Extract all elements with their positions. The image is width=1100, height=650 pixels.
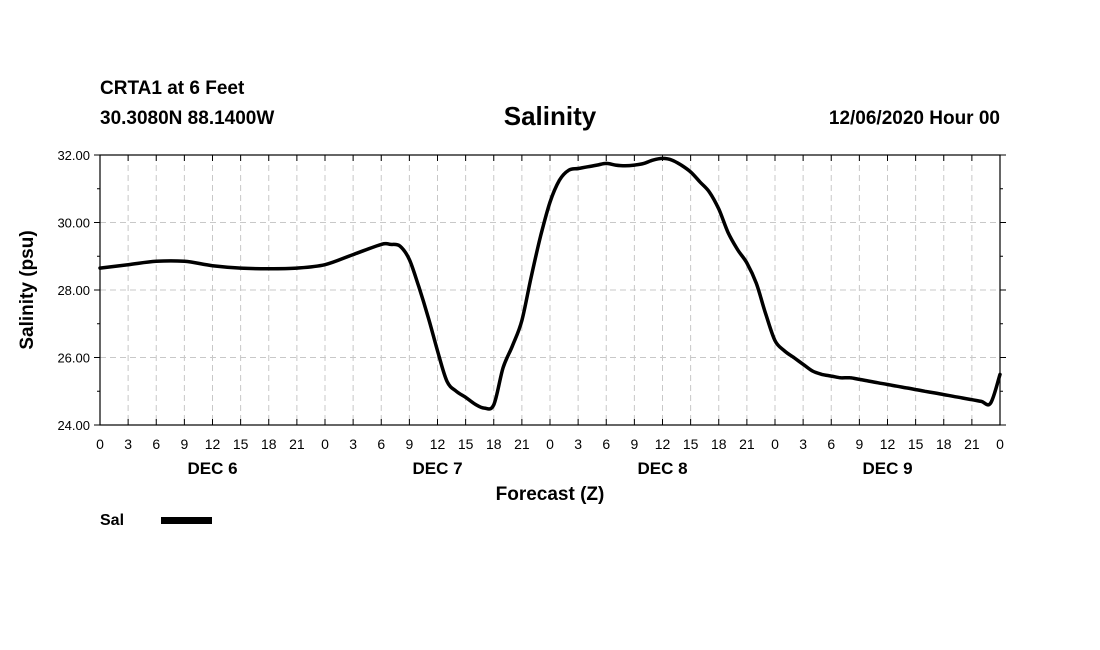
x-tick-label: 6 (152, 436, 160, 452)
legend-swatch (161, 517, 212, 524)
station-label: CRTA1 at 6 Feet (100, 78, 245, 99)
series-line-sal (98, 156, 1002, 411)
x-tick-label: 21 (514, 436, 530, 452)
y-axis-label: Salinity (psu) (17, 230, 38, 349)
x-tick-label: 12 (205, 436, 221, 452)
series-lines (98, 156, 1002, 411)
x-tick-label: 12 (430, 436, 446, 452)
axis-ticks (94, 154, 1006, 426)
y-tick-label: 24.00 (57, 418, 90, 433)
coordinates-label: 30.3080N 88.1400W (100, 108, 274, 129)
x-tick-label: 9 (180, 436, 188, 452)
x-tick-label: 9 (855, 436, 863, 452)
day-label: DEC 9 (862, 459, 912, 478)
x-tick-label: 18 (711, 436, 727, 452)
chart-title: Salinity (504, 101, 597, 131)
x-tick-label: 9 (405, 436, 413, 452)
y-tick-labels: 24.00 26.00 28.00 30.00 32.00 (57, 148, 90, 433)
day-label: DEC 7 (412, 459, 462, 478)
x-tick-label: 6 (827, 436, 835, 452)
day-labels: DEC 6 DEC 7 DEC 8 DEC 9 (187, 459, 912, 478)
x-tick-label: 3 (124, 436, 132, 452)
x-tick-label: 15 (683, 436, 699, 452)
plot-frame (99, 154, 1001, 426)
y-tick-label: 28.00 (57, 283, 90, 298)
forecast-date-label: 12/06/2020 Hour 00 (829, 108, 1000, 129)
legend-label: Sal (100, 512, 124, 529)
legend: Sal (100, 512, 212, 529)
x-tick-label: 18 (486, 436, 502, 452)
grid-lines (100, 155, 1000, 425)
x-tick-label: 21 (964, 436, 980, 452)
x-tick-label: 6 (377, 436, 385, 452)
x-tick-label: 0 (996, 436, 1004, 452)
y-tick-label: 30.00 (57, 216, 90, 231)
x-tick-label: 0 (771, 436, 779, 452)
x-tick-label: 21 (289, 436, 305, 452)
x-tick-label: 6 (602, 436, 610, 452)
x-tick-label: 12 (655, 436, 671, 452)
x-tick-label: 15 (908, 436, 924, 452)
x-tick-label: 15 (233, 436, 249, 452)
x-tick-label: 3 (349, 436, 357, 452)
x-tick-label: 18 (261, 436, 277, 452)
x-tick-label: 0 (546, 436, 554, 452)
x-tick-label: 9 (630, 436, 638, 452)
x-tick-label: 15 (458, 436, 474, 452)
y-tick-label: 26.00 (57, 351, 90, 366)
day-label: DEC 6 (187, 459, 237, 478)
x-tick-label: 3 (574, 436, 582, 452)
x-tick-label: 0 (96, 436, 104, 452)
y-tick-label: 32.00 (57, 148, 90, 163)
x-axis-label: Forecast (Z) (496, 484, 605, 505)
x-tick-label: 21 (739, 436, 755, 452)
day-label: DEC 8 (637, 459, 687, 478)
x-tick-label: 0 (321, 436, 329, 452)
x-tick-label: 12 (880, 436, 896, 452)
x-tick-label: 18 (936, 436, 952, 452)
x-tick-labels: 0 3 6 9 12 15 18 21 0 3 6 9 12 15 18 21 0 3 6 9 12 15 18 21 0 3 6 9… (96, 436, 1004, 452)
x-tick-label: 3 (799, 436, 807, 452)
